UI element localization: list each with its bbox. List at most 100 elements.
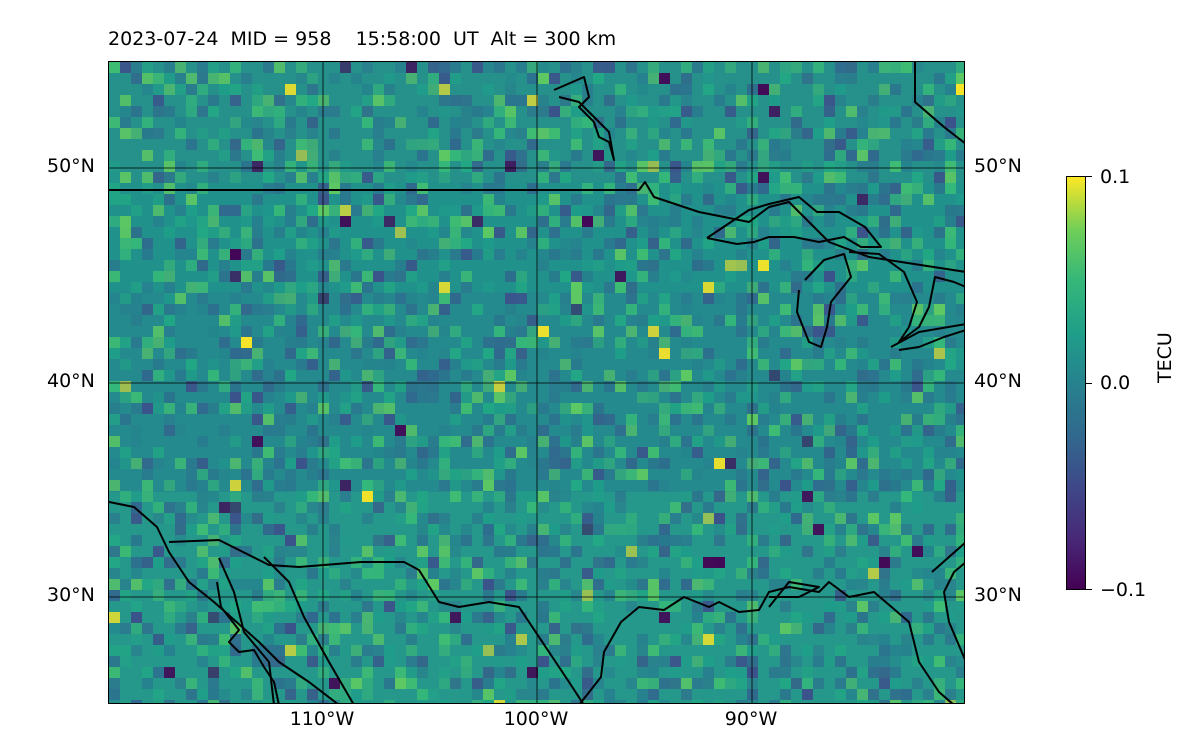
tec-cell: [879, 634, 890, 645]
tec-cell: [362, 139, 373, 150]
tec-cell: [835, 513, 846, 524]
tec-cell: [417, 579, 428, 590]
tec-cell: [582, 425, 593, 436]
tec-cell: [362, 370, 373, 381]
tec-cell: [164, 502, 175, 513]
tec-cell: [329, 161, 340, 172]
tec-cell: [901, 381, 912, 392]
tec-cell: [923, 139, 934, 150]
tec-cell: [461, 579, 472, 590]
tec-cell: [615, 546, 626, 557]
tec-cell: [120, 546, 131, 557]
colorbar-tick-label-min: −0.1: [1100, 579, 1147, 601]
tec-cell: [197, 524, 208, 535]
tec-cell: [494, 667, 505, 678]
tec-cell: [362, 62, 373, 73]
tec-cell: [593, 557, 604, 568]
tec-cell: [736, 590, 747, 601]
tec-cell: [296, 95, 307, 106]
tec-cell: [846, 678, 857, 689]
tec-cell: [197, 304, 208, 315]
tec-cell: [406, 667, 417, 678]
tec-cell: [769, 172, 780, 183]
tec-cell: [670, 634, 681, 645]
tec-cell: [483, 238, 494, 249]
tec-cell: [637, 700, 648, 703]
tec-cell: [417, 491, 428, 502]
tec-cell: [769, 502, 780, 513]
tec-cell: [373, 238, 384, 249]
tec-cell: [494, 139, 505, 150]
tec-cell: [417, 612, 428, 623]
tec-cell: [923, 392, 934, 403]
tec-cell: [615, 469, 626, 480]
tec-cell: [538, 436, 549, 447]
tec-cell: [197, 238, 208, 249]
tec-cell: [219, 73, 230, 84]
tec-cell: [274, 315, 285, 326]
tec-cell: [857, 117, 868, 128]
tec-cell: [560, 238, 571, 249]
tec-cell: [450, 436, 461, 447]
tec-cell: [307, 282, 318, 293]
tec-cell: [241, 348, 252, 359]
tec-cell: [857, 216, 868, 227]
tec-cell: [681, 106, 692, 117]
tec-cell: [285, 84, 296, 95]
tec-cell: [923, 315, 934, 326]
tec-cell: [109, 513, 120, 524]
tec-cell: [857, 304, 868, 315]
tec-cell: [692, 656, 703, 667]
tec-cell: [527, 535, 538, 546]
tec-cell: [780, 260, 791, 271]
tec-cell: [813, 480, 824, 491]
tec-cell: [153, 95, 164, 106]
tec-cell: [329, 359, 340, 370]
tec-cell: [483, 645, 494, 656]
tec-cell: [428, 381, 439, 392]
tec-cell: [571, 194, 582, 205]
tec-cell: [593, 634, 604, 645]
tec-cell: [373, 271, 384, 282]
tec-cell: [307, 73, 318, 84]
tec-cell: [736, 513, 747, 524]
tec-cell: [516, 689, 527, 700]
tec-cell: [791, 62, 802, 73]
tec-cell: [538, 161, 549, 172]
tec-cell: [747, 568, 758, 579]
tec-cell: [549, 645, 560, 656]
tec-cell: [758, 84, 769, 95]
tec-cell: [417, 205, 428, 216]
tec-cell: [208, 513, 219, 524]
tec-cell: [417, 601, 428, 612]
tec-cell: [362, 381, 373, 392]
tec-cell: [285, 260, 296, 271]
tec-cell: [813, 436, 824, 447]
tec-cell: [505, 535, 516, 546]
tec-cell: [483, 469, 494, 480]
tec-cell: [428, 612, 439, 623]
tec-cell: [736, 95, 747, 106]
tec-cell: [362, 612, 373, 623]
tec-cell: [659, 700, 670, 703]
tec-cell: [109, 194, 120, 205]
tec-cell: [593, 337, 604, 348]
tec-cell: [538, 568, 549, 579]
tec-cell: [615, 194, 626, 205]
tec-cell: [802, 249, 813, 260]
tec-cell: [813, 304, 824, 315]
tec-cell: [516, 700, 527, 703]
tec-cell: [505, 524, 516, 535]
tec-cell: [384, 678, 395, 689]
tec-cell: [769, 645, 780, 656]
tec-cell: [659, 535, 670, 546]
tec-cell: [483, 117, 494, 128]
tec-cell: [747, 315, 758, 326]
tec-cell: [769, 150, 780, 161]
tec-cell: [846, 436, 857, 447]
tec-cell: [615, 161, 626, 172]
lat-label-left-40: 40°N: [47, 370, 95, 392]
tec-cell: [197, 546, 208, 557]
tec-cell: [560, 667, 571, 678]
tec-cell: [120, 359, 131, 370]
